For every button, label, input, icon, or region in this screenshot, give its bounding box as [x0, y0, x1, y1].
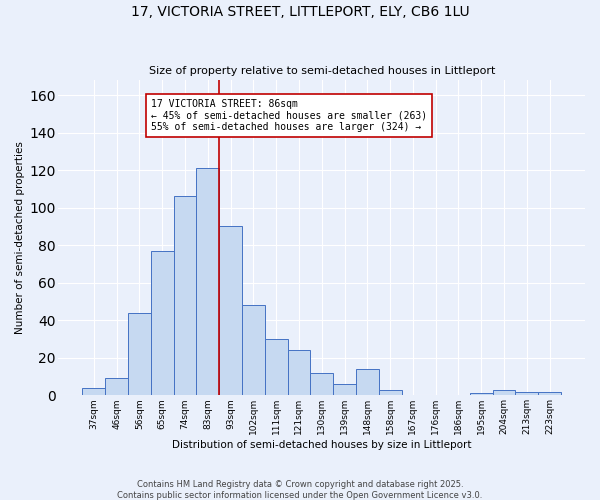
Bar — [356, 369, 379, 396]
Bar — [379, 390, 401, 396]
Bar — [515, 392, 538, 396]
Title: Size of property relative to semi-detached houses in Littleport: Size of property relative to semi-detach… — [149, 66, 495, 76]
Text: 17 VICTORIA STREET: 86sqm
← 45% of semi-detached houses are smaller (263)
55% of: 17 VICTORIA STREET: 86sqm ← 45% of semi-… — [151, 99, 427, 132]
Text: Contains HM Land Registry data © Crown copyright and database right 2025.
Contai: Contains HM Land Registry data © Crown c… — [118, 480, 482, 500]
Bar — [105, 378, 128, 396]
Bar — [333, 384, 356, 396]
Bar — [196, 168, 219, 396]
Bar — [242, 305, 265, 396]
Bar — [82, 388, 105, 396]
Y-axis label: Number of semi-detached properties: Number of semi-detached properties — [15, 141, 25, 334]
X-axis label: Distribution of semi-detached houses by size in Littleport: Distribution of semi-detached houses by … — [172, 440, 472, 450]
Bar — [310, 373, 333, 396]
Bar — [470, 394, 493, 396]
Bar — [151, 251, 173, 396]
Bar — [128, 312, 151, 396]
Bar — [287, 350, 310, 396]
Bar — [219, 226, 242, 396]
Bar — [538, 392, 561, 396]
Bar — [265, 339, 287, 396]
Bar — [173, 196, 196, 396]
Text: 17, VICTORIA STREET, LITTLEPORT, ELY, CB6 1LU: 17, VICTORIA STREET, LITTLEPORT, ELY, CB… — [131, 5, 469, 19]
Bar — [493, 390, 515, 396]
